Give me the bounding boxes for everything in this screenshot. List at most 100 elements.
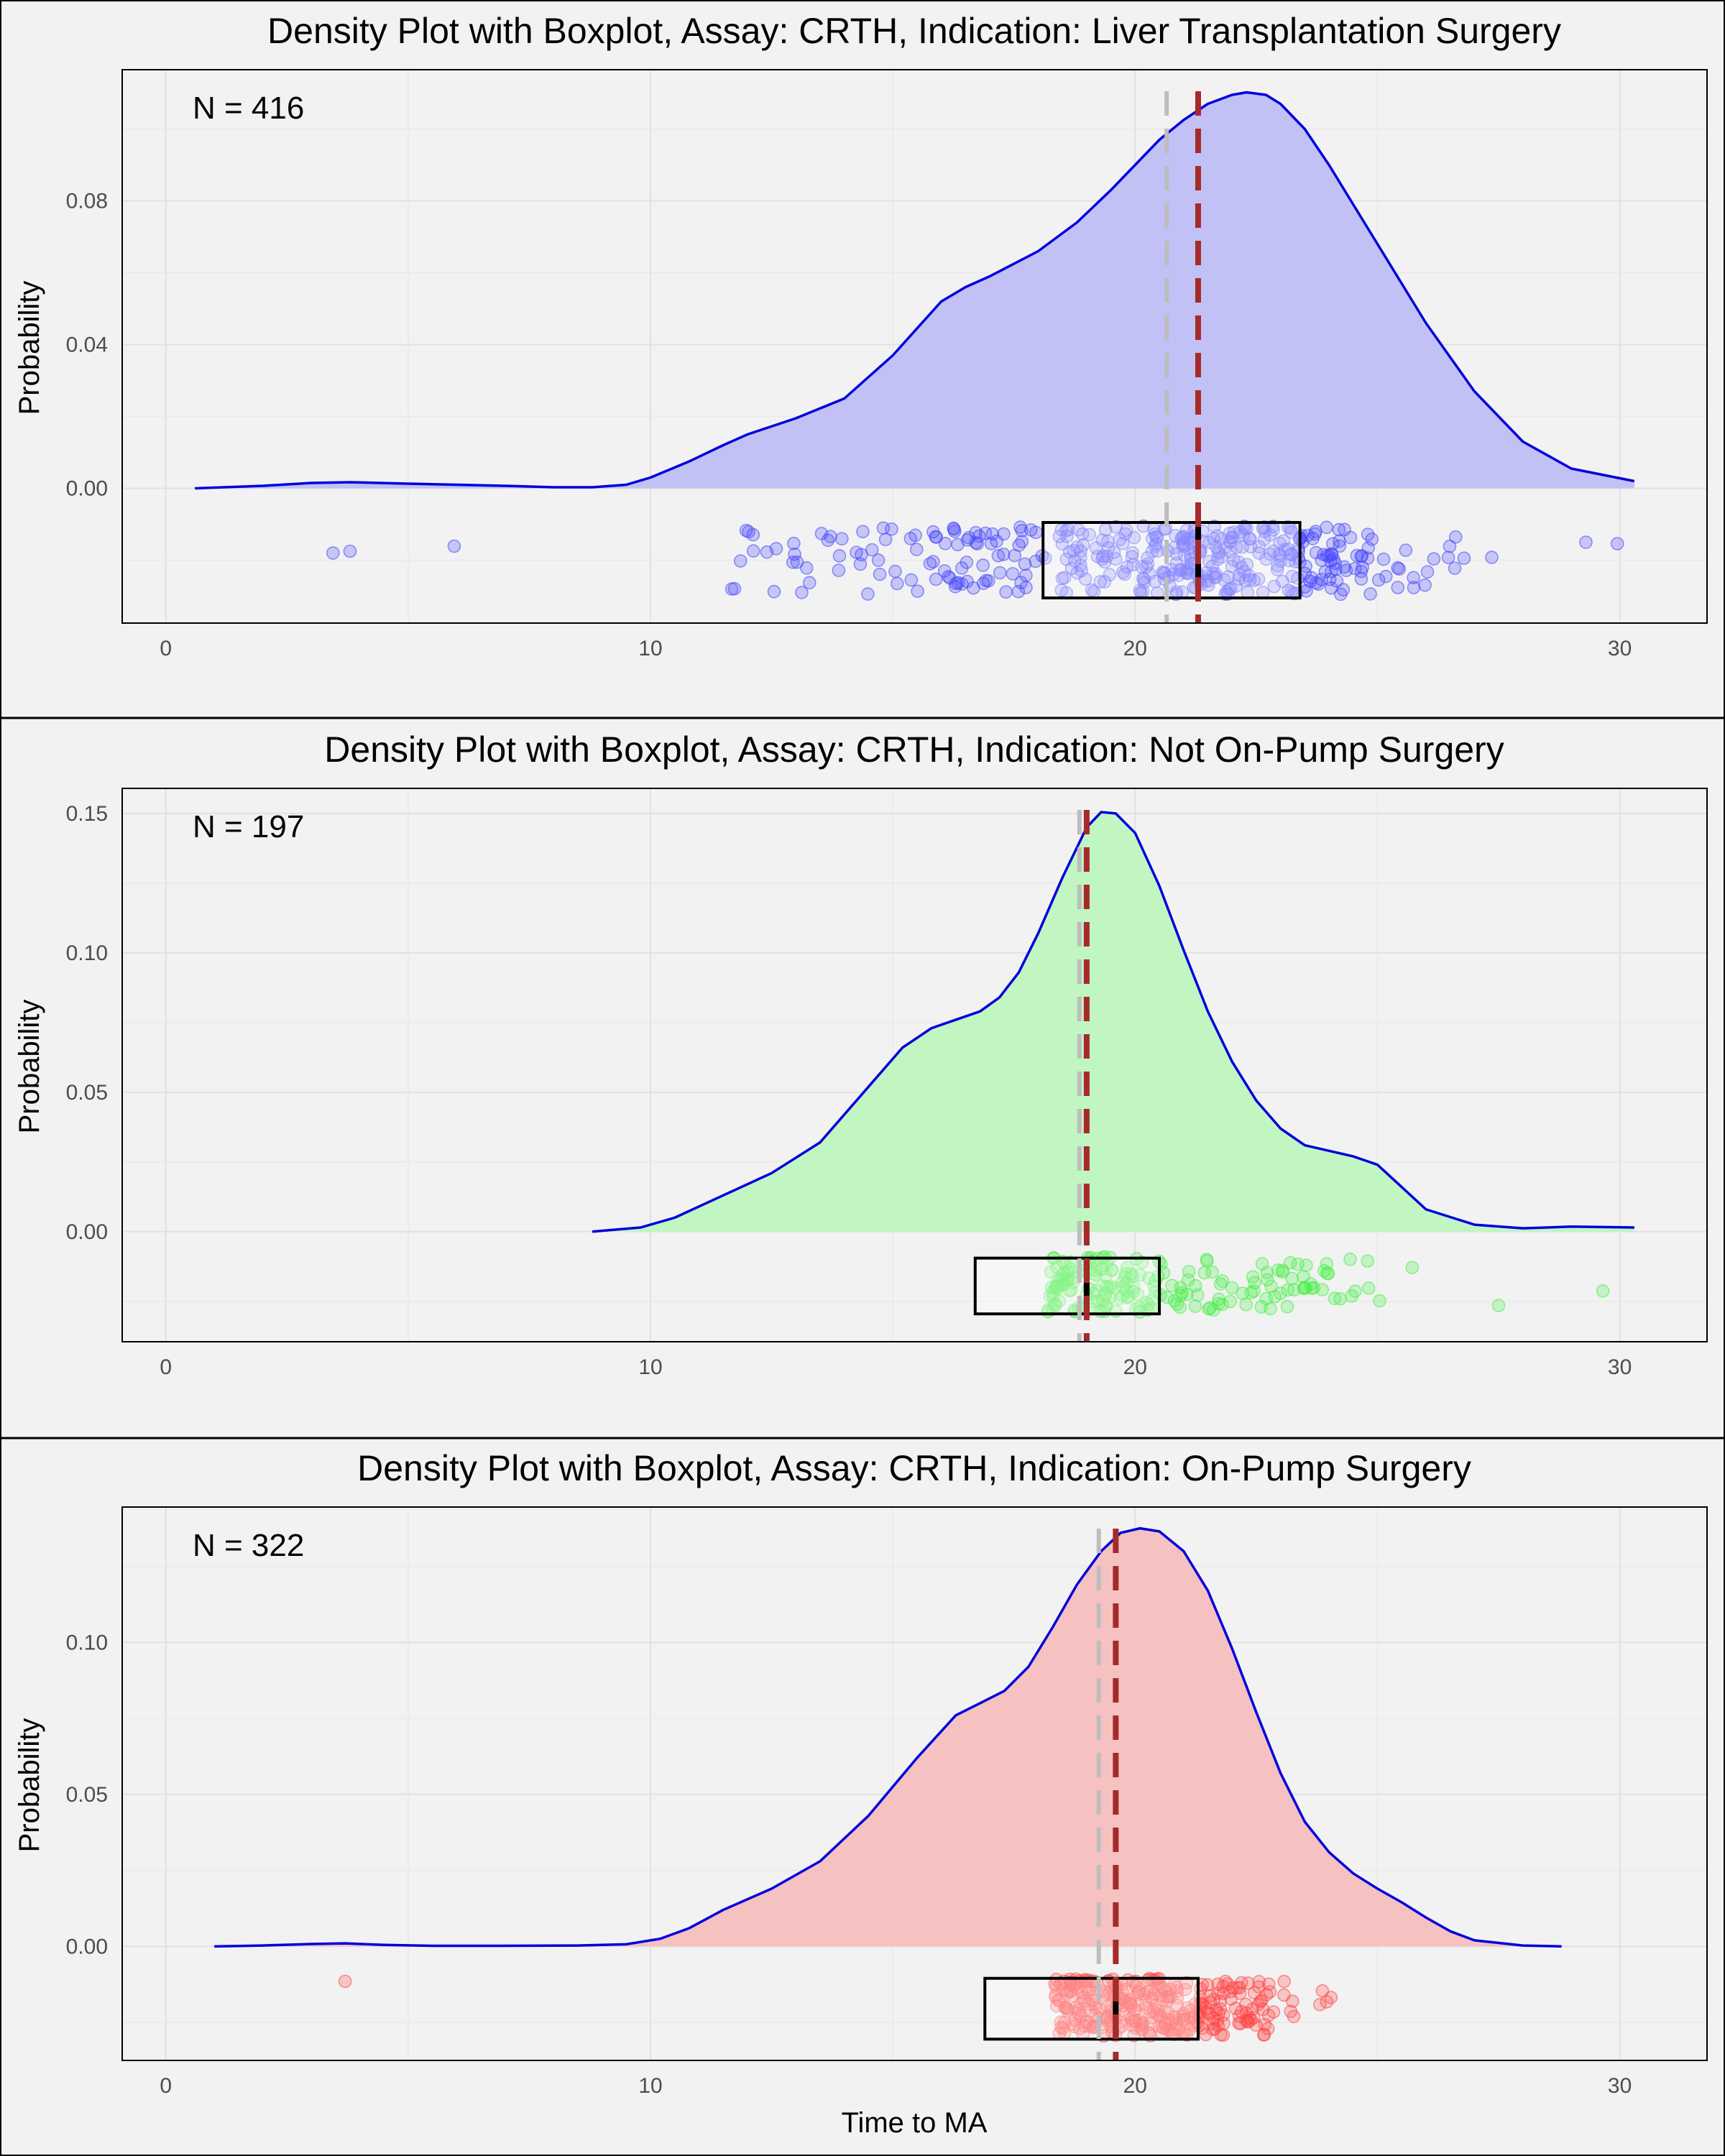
data-point [1325,564,1338,579]
data-point [1230,540,1243,554]
density-area [195,92,1634,489]
data-point [788,547,801,561]
data-point [1376,552,1391,566]
data-point [832,549,847,563]
data-point [1137,572,1151,586]
data-point [746,528,760,542]
data-point [969,535,983,550]
data-point [1213,2002,1228,2016]
data-point [1579,535,1593,549]
y-tick-label: 0.08 [66,190,108,213]
data-point [904,573,919,587]
data-point [1170,1297,1184,1312]
data-point [1297,1281,1311,1296]
data-point [1202,535,1216,550]
data-point [1085,583,1099,597]
data-point [1054,583,1069,597]
data-point [1101,541,1116,555]
data-point [1297,1270,1310,1284]
data-point [1217,2017,1230,2030]
data-point [1266,544,1280,558]
data-point [909,543,924,556]
data-point [1350,548,1364,563]
data-point [1156,566,1171,580]
data-point [1013,520,1027,534]
x-tick-label: 0 [160,2074,172,2098]
data-point [1244,1286,1259,1299]
y-tick-label: 0.05 [66,1081,108,1105]
density-line [214,1526,1562,1948]
x-tick-label: 0 [160,1355,172,1379]
data-point [1420,565,1435,579]
data-point [1103,1291,1116,1305]
data-point [1126,558,1140,572]
data-point [1252,546,1266,560]
plot-border [121,69,1708,624]
data-point [1215,1297,1229,1312]
data-point [1048,1281,1062,1295]
data-point [1082,528,1096,542]
data-point [991,548,1006,563]
data-point [1006,567,1020,581]
data-point [834,532,849,545]
data-point [1317,1264,1331,1278]
data-point [733,554,748,568]
y-tick-label: 0.10 [66,1631,108,1654]
data-point [1260,1266,1274,1280]
data-point [1133,1268,1147,1282]
sample-size-label: N = 322 [193,1528,304,1563]
data-point [1443,539,1457,553]
x-tick-label: 30 [1608,2074,1632,2098]
data-point [1059,1272,1073,1286]
data-point [1241,1976,1255,1990]
data-point [1170,1991,1184,2005]
data-point [786,556,800,569]
y-tick-label: 0.05 [66,1783,108,1807]
data-point [999,585,1013,599]
data-point [1361,1254,1375,1268]
x-tick-label: 20 [1123,637,1147,660]
data-point [1306,532,1320,545]
x-tick-label: 30 [1608,1355,1632,1379]
x-axis-title: Time to MA [842,2107,988,2139]
data-point [1448,530,1463,544]
data-point [1109,552,1123,566]
data-point [1118,567,1132,581]
data-point [1300,584,1313,598]
data-point [1205,1265,1219,1279]
data-point [1354,572,1368,586]
data-point [1311,577,1325,591]
data-point [1206,2017,1220,2030]
data-point [447,539,461,553]
data-point [1123,2008,1136,2022]
y-tick-label: 0.04 [66,333,108,357]
data-point [1610,537,1624,550]
data-point [787,536,801,550]
data-point [1178,1983,1192,1996]
boxplot-box [983,1976,1200,2041]
data-point [1485,550,1499,564]
data-point [1075,563,1088,578]
data-point [1014,576,1028,589]
data-point [1418,578,1432,592]
data-point [1149,537,1163,551]
data-point [969,525,983,540]
data-point [1256,2028,1271,2042]
y-tick-label: 0.15 [66,802,108,826]
data-point [1391,561,1404,575]
chart-title: Density Plot with Boxplot, Assay: CRTH, … [324,729,1504,770]
data-point [1128,1979,1143,1993]
data-point [1345,1289,1359,1303]
data-point [1135,2017,1149,2031]
x-tick-label: 10 [638,2074,662,2098]
data-point [1137,575,1151,589]
data-point [832,563,846,577]
data-point [1199,2027,1213,2042]
data-point [1263,1985,1277,1999]
data-point [1181,566,1195,581]
data-point [1332,522,1346,537]
plot-border [121,1506,1708,2061]
data-point [746,544,760,558]
data-point [760,545,774,559]
